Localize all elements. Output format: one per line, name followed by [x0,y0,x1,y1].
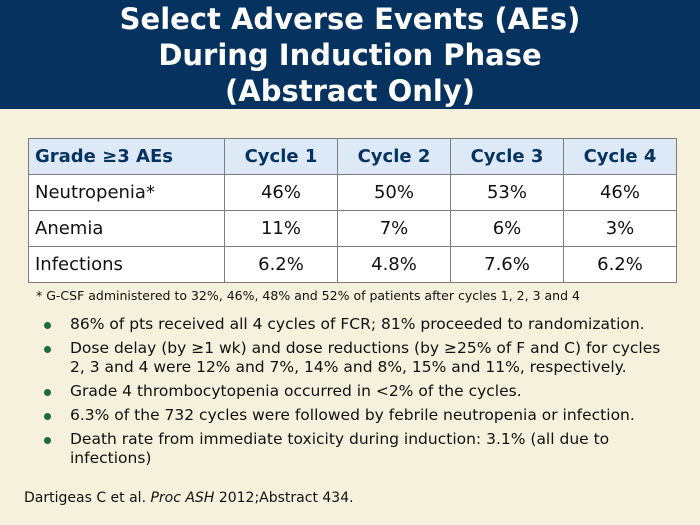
table-cell: 6.2% [224,246,338,283]
bullet-dot-icon [44,346,51,353]
table-cell: 6.2% [563,246,677,283]
table-cell: 3% [563,210,677,247]
table-header-row: Grade ≥3 AEs Cycle 1 Cycle 2 Cycle 3 Cyc… [28,138,677,175]
bullet-dot-icon [44,413,51,420]
table-row: Anemia 11% 7% 6% 3% [28,210,677,247]
bullet-text: Dose delay (by ≥1 wk) and dose reduction… [70,339,661,376]
slide-title: Select Adverse Events (AEs) During Induc… [120,1,581,109]
table-cell: 6% [450,210,564,247]
citation-journal: Proc ASH [150,490,215,506]
table-cell: 4.8% [337,246,451,283]
table-cell: 53% [450,174,564,211]
bullet-text: Death rate from immediate toxicity durin… [70,430,610,467]
table-cell: 7.6% [450,246,564,283]
header-cycle-2: Cycle 2 [337,138,451,175]
table-footnote: * G-CSF administered to 32%, 46%, 48% an… [36,288,580,303]
list-item: 6.3% of the 732 cycles were followed by … [40,406,680,425]
title-band: Select Adverse Events (AEs) During Induc… [0,0,700,109]
bullet-text: 86% of pts received all 4 cycles of FCR;… [70,315,645,333]
table-cell: 46% [563,174,677,211]
title-line-1: Select Adverse Events (AEs) [119,1,581,36]
adverse-events-table: Grade ≥3 AEs Cycle 1 Cycle 2 Cycle 3 Cyc… [28,138,677,283]
table-cell: 50% [337,174,451,211]
citation: Dartigeas C et al. Proc ASH 2012;Abstrac… [24,490,354,506]
list-item: Grade 4 thrombocytopenia occurred in <2%… [40,382,680,401]
table-cell: Infections [28,246,225,283]
table-cell: Anemia [28,210,225,247]
list-item: Death rate from immediate toxicity durin… [40,430,680,468]
table-cell: Neutropenia* [28,174,225,211]
bullet-text: 6.3% of the 732 cycles were followed by … [70,406,635,424]
bullet-text: Grade 4 thrombocytopenia occurred in <2%… [70,382,522,400]
table-cell: 11% [224,210,338,247]
table-row: Infections 6.2% 4.8% 7.6% 6.2% [28,246,677,283]
citation-details: 2012;Abstract 434. [218,490,354,506]
bullet-dot-icon [44,389,51,396]
list-item: Dose delay (by ≥1 wk) and dose reduction… [40,339,680,377]
header-cycle-4: Cycle 4 [563,138,677,175]
table-cell: 46% [224,174,338,211]
title-line-3: (Abstract Only) [225,73,475,108]
header-grade: Grade ≥3 AEs [28,138,225,175]
citation-authors: Dartigeas C et al. [24,490,147,506]
bullet-dot-icon [44,437,51,444]
header-cycle-3: Cycle 3 [450,138,564,175]
table-cell: 7% [337,210,451,247]
title-line-2: During Induction Phase [158,37,542,72]
table-row: Neutropenia* 46% 50% 53% 46% [28,174,677,211]
header-cycle-1: Cycle 1 [224,138,338,175]
list-item: 86% of pts received all 4 cycles of FCR;… [40,315,680,334]
bullet-dot-icon [44,322,51,329]
bullet-list: 86% of pts received all 4 cycles of FCR;… [40,315,680,473]
